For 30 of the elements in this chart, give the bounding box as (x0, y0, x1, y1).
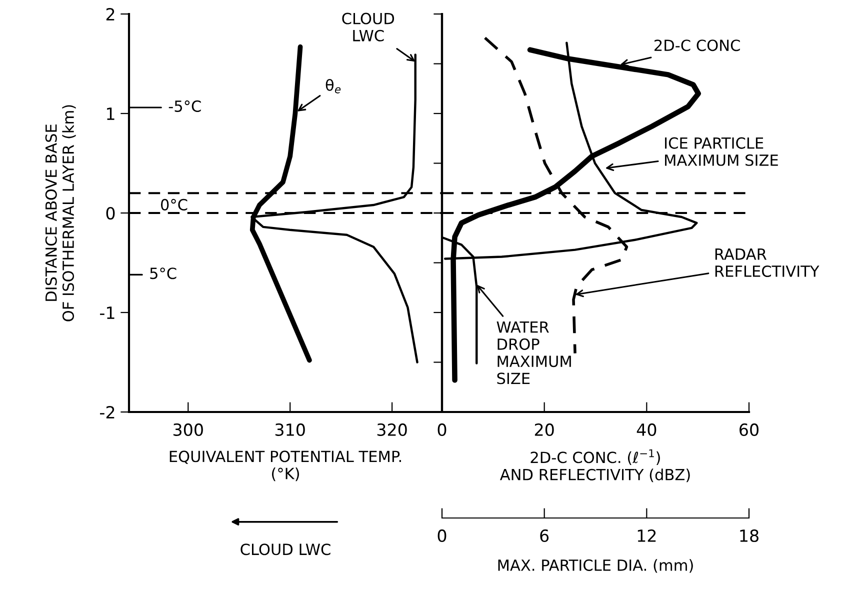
annotation: θ$_{e}$ (326, 78, 341, 94)
x2-tick-label: 6 (540, 529, 549, 542)
annotation: RADAR REFLECTIVITY (715, 248, 820, 278)
y-tick-label: -1 (100, 306, 114, 319)
annotation: WATER DROP MAXIMUM SIZE (496, 322, 571, 384)
x-tick-label: 300 (174, 423, 203, 436)
annotation: 5°C (150, 268, 176, 280)
x-tick-label: 320 (377, 423, 407, 436)
annotation: CLOUD LWC (342, 12, 394, 42)
annotation: 2D-C CONC (654, 40, 740, 52)
x-tick-label: 40 (636, 423, 656, 436)
x2-tick-label: 12 (638, 529, 656, 542)
y-tick-label: -2 (100, 406, 114, 418)
y-tick-label: 2 (106, 8, 114, 20)
x-tick-label: 310 (275, 423, 305, 436)
y-tick-label: 1 (107, 108, 114, 120)
x-tick-label: 60 (740, 423, 758, 436)
x-tick-label: 0 (438, 423, 446, 436)
x-axis-title: EQUIVALENT POTENTIAL TEMP. (°K) (170, 450, 401, 482)
y-tick-label: 0 (106, 206, 115, 220)
annotation: -5°C (168, 100, 201, 112)
y-axis-title: DISTANCE ABOVE BASE OF ISOTHERMAL LAYER (km) (45, 105, 76, 322)
x-tick-label: 20 (534, 423, 554, 436)
annotation: ICE PARTICLE MAXIMUM SIZE (665, 137, 778, 166)
x2-tick-label: 18 (740, 529, 758, 542)
x2-tick-label: 0 (438, 529, 446, 542)
x-axis-title: 2D-C CONC. (ℓ$^{−1}$) AND REFLECTIVITY (dBZ) (500, 449, 690, 482)
annotation: 0°C (160, 198, 188, 210)
x-axis-title: CLOUD LWC (240, 544, 330, 556)
x2-axis-title: MAX. PARTICLE DIA. (mm) (498, 559, 693, 573)
